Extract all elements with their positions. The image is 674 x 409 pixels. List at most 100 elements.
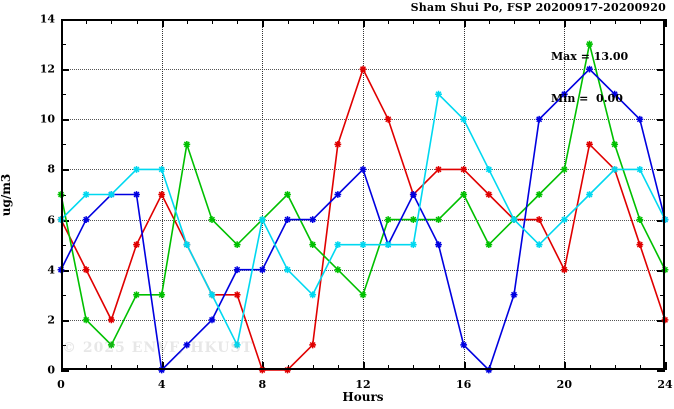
y-tick-label: 14 [39, 12, 55, 26]
data-point-marker [586, 140, 593, 148]
data-point-marker [661, 216, 669, 223]
y-tick-label: 8 [47, 162, 55, 176]
data-point-marker [258, 266, 266, 274]
data-point-marker [460, 341, 468, 349]
y-tick-label: 4 [47, 263, 55, 277]
x-tick-label: 16 [456, 378, 472, 391]
y-tick-major [657, 319, 665, 322]
data-point-marker [384, 241, 392, 249]
y-tick-major [61, 219, 69, 222]
data-point-marker [560, 266, 568, 274]
data-point-marker [560, 166, 568, 173]
data-point-marker [133, 191, 140, 198]
series-layer [57, 40, 669, 374]
data-point-marker [636, 166, 644, 173]
y-tick-major [61, 119, 69, 122]
x-tick-major [564, 362, 567, 370]
x-tick-label: 20 [556, 378, 572, 391]
data-point-marker [82, 266, 90, 274]
x-tick-minor [514, 365, 515, 370]
data-point-marker [82, 216, 90, 223]
data-point-marker [258, 216, 266, 223]
x-tick-minor [388, 19, 390, 24]
data-point-marker [435, 90, 442, 98]
data-point-marker [661, 266, 669, 274]
y-tick-label: 10 [39, 112, 55, 126]
y-tick-minor [660, 244, 665, 246]
data-point-marker [82, 316, 90, 324]
y-axis-label: ug/m3 [0, 173, 13, 217]
x-tick-minor [589, 19, 591, 24]
data-point-marker [284, 366, 291, 374]
data-point-marker [309, 241, 317, 249]
y-tick-minor [61, 244, 66, 246]
data-point-marker [560, 216, 568, 223]
x-tick-minor [312, 19, 314, 24]
data-point-marker [208, 216, 216, 223]
data-point-marker [661, 316, 669, 324]
data-point-marker [435, 216, 442, 223]
x-tick-minor [438, 19, 440, 24]
data-point-marker [57, 266, 65, 274]
x-tick-major [363, 19, 365, 27]
data-point-marker [485, 166, 493, 173]
data-point-marker [82, 191, 90, 198]
x-tick-minor [539, 19, 541, 24]
x-tick-minor [337, 365, 339, 370]
data-point-marker [284, 216, 291, 223]
x-tick-minor [312, 365, 314, 370]
y-tick-minor [660, 344, 665, 346]
series-day-4 [57, 90, 669, 349]
x-tick-minor [639, 19, 641, 24]
data-point-marker [611, 90, 619, 98]
x-tick-label: 0 [57, 378, 65, 391]
data-point-marker [510, 291, 518, 299]
y-tick-major [657, 219, 665, 222]
data-point-marker [334, 241, 342, 249]
x-tick-major [463, 362, 466, 370]
data-point-marker [535, 115, 543, 123]
data-point-marker [233, 291, 241, 299]
data-point-marker [158, 291, 166, 299]
data-point-marker [208, 316, 216, 324]
data-point-marker [183, 241, 191, 249]
data-point-marker [233, 241, 241, 249]
y-tick-major [657, 119, 665, 122]
x-tick-minor [287, 19, 289, 24]
x-tick-major [665, 362, 667, 370]
data-point-marker [359, 241, 367, 249]
x-tick-minor [413, 19, 415, 24]
data-point-marker [233, 341, 241, 349]
data-point-marker [409, 241, 417, 249]
y-tick-minor [61, 294, 66, 296]
x-tick-minor [438, 365, 440, 370]
x-tick-minor [86, 365, 88, 370]
data-point-marker [560, 90, 568, 98]
y-tick-minor [61, 344, 66, 346]
x-tick-label: 4 [157, 378, 166, 391]
data-point-marker [460, 115, 468, 123]
data-point-marker [485, 191, 493, 198]
data-point-marker [57, 216, 65, 223]
y-tick-minor [61, 44, 66, 46]
data-point-marker [233, 266, 241, 274]
data-point-marker [183, 140, 191, 148]
data-point-marker [309, 341, 317, 349]
x-tick-minor [488, 19, 490, 24]
data-point-marker [409, 191, 417, 198]
data-point-marker [133, 241, 140, 249]
data-point-marker [284, 191, 291, 198]
x-tick-major [665, 19, 667, 27]
y-tick-minor [660, 94, 665, 96]
data-point-marker [183, 341, 191, 349]
y-tick-minor [660, 194, 665, 196]
x-tick-major [161, 362, 164, 370]
data-point-marker [460, 191, 468, 198]
data-point-marker [586, 40, 593, 48]
x-tick-major [161, 19, 164, 27]
data-point-marker [107, 316, 115, 324]
x-tick-minor [639, 365, 641, 370]
y-tick-major [61, 69, 69, 72]
y-tick-major [61, 370, 69, 372]
